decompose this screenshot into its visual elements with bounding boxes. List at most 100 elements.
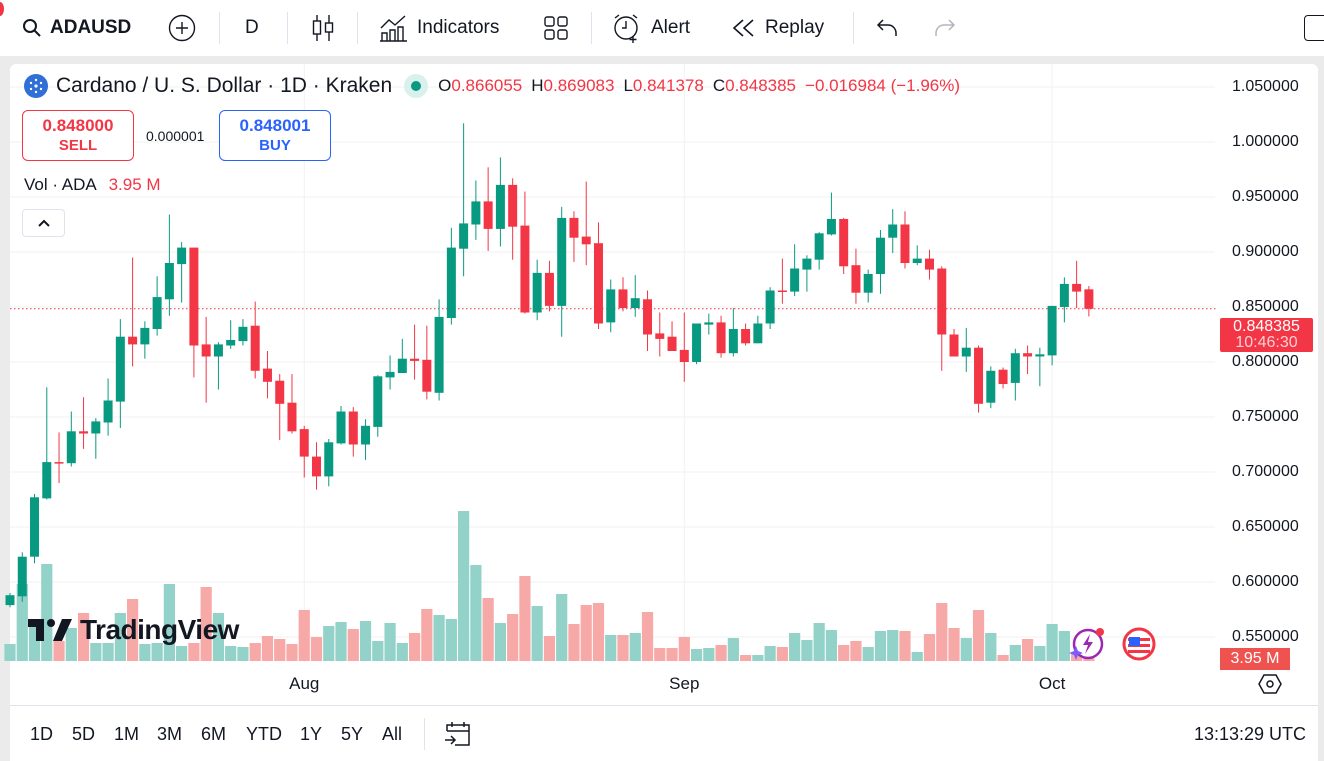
- candle-body: [495, 184, 505, 229]
- range-3m[interactable]: 3M: [157, 724, 183, 744]
- candle-body: [925, 258, 934, 270]
- high-label: H: [531, 76, 544, 95]
- chart-type-button[interactable]: [311, 0, 335, 56]
- compare-symbol-button[interactable]: [168, 0, 196, 56]
- candle-body: [716, 322, 726, 354]
- volume-bar: [212, 613, 225, 661]
- range-5y[interactable]: 5Y: [341, 724, 364, 744]
- open-value: 0.866055: [451, 76, 523, 95]
- undo-button[interactable]: [876, 0, 900, 56]
- volume-bar: [176, 646, 188, 661]
- volume-bar: [408, 633, 421, 661]
- range-1m[interactable]: 1M: [114, 724, 140, 744]
- indicators-label: Indicators: [417, 17, 500, 38]
- volume-bar: [421, 609, 433, 661]
- candle-body: [790, 268, 800, 292]
- volume-bar: [752, 655, 764, 661]
- candle-body: [949, 334, 959, 357]
- candle-body: [544, 272, 554, 306]
- volume-bar: [1046, 624, 1058, 661]
- volume-bar: [727, 638, 739, 661]
- volume-bar: [445, 619, 457, 661]
- interval-button[interactable]: D: [245, 0, 259, 56]
- lightning-sparkle-icon: [1069, 628, 1104, 660]
- candle-body: [483, 201, 493, 229]
- indicators-icon: [380, 15, 407, 42]
- alert-button[interactable]: Alert: [611, 0, 690, 56]
- current-price: 0.848385: [1233, 318, 1300, 335]
- range-all[interactable]: All: [382, 724, 403, 744]
- range-5d[interactable]: 5D: [72, 724, 96, 744]
- candle-body: [532, 272, 542, 313]
- candle-body: [361, 425, 371, 445]
- us-flag-icon: [1122, 627, 1156, 661]
- chart-settings-button[interactable]: [1258, 673, 1282, 700]
- close-label: C: [712, 76, 726, 95]
- volume-bar: [396, 643, 408, 661]
- volume-bar: [261, 636, 274, 661]
- volume-bar: [310, 637, 323, 661]
- volume-bar: [862, 647, 874, 661]
- price-tick-label: 0.650000: [1232, 518, 1299, 535]
- candle-body: [103, 400, 113, 423]
- collapse-legend-button[interactable]: [22, 209, 65, 237]
- candle-body: [262, 368, 272, 382]
- volume-bar: [874, 631, 887, 661]
- symbol-search-button[interactable]: ADAUSD: [22, 0, 131, 56]
- candle-body: [667, 336, 677, 351]
- range-1y[interactable]: 1Y: [300, 724, 323, 744]
- us-flag-button[interactable]: [1122, 627, 1156, 666]
- price-tick-label: 0.550000: [1232, 628, 1299, 645]
- candle-body: [777, 290, 787, 292]
- fullscreen-button[interactable]: [1304, 15, 1324, 41]
- candle-body: [655, 333, 665, 339]
- candle-body: [177, 247, 187, 265]
- volume-bar: [323, 626, 335, 661]
- utc-clock[interactable]: 13:13:29 UTC: [1193, 724, 1306, 744]
- candle-body: [704, 322, 714, 325]
- candle-body: [912, 258, 922, 263]
- open-label: O: [438, 76, 452, 95]
- volume-bar: [163, 584, 175, 661]
- indicators-button[interactable]: Indicators: [379, 0, 499, 56]
- volume-badge: 3.95 M: [1220, 648, 1290, 670]
- volume-bar: [53, 641, 65, 661]
- cardano-logo-icon: [24, 74, 48, 98]
- volume-bar: [433, 615, 445, 661]
- symbol-title[interactable]: Cardano / U. S. Dollar · 1D · Kraken: [56, 74, 393, 97]
- tradingview-watermark: TradingView: [26, 614, 239, 646]
- volume-bar: [813, 623, 825, 661]
- candle-body: [201, 344, 211, 357]
- candle-body: [606, 289, 616, 323]
- candle-body: [30, 497, 40, 557]
- price-tick-label: 0.800000: [1232, 353, 1299, 370]
- volume-bar: [985, 633, 997, 661]
- candle-body: [961, 347, 971, 357]
- range-1d[interactable]: 1D: [30, 724, 54, 744]
- search-icon: [23, 19, 41, 37]
- volume-bar: [666, 648, 678, 661]
- candle-body: [814, 233, 824, 260]
- buy-button[interactable]: 0.848001 BUY: [219, 110, 331, 161]
- ai-assistant-button[interactable]: [1068, 626, 1108, 667]
- volume-bar: [188, 643, 200, 661]
- volume-bar: [911, 652, 923, 661]
- candle-body: [888, 224, 898, 238]
- plus-circle-icon: [168, 14, 196, 42]
- candle-body: [1047, 305, 1057, 356]
- layouts-button[interactable]: [543, 0, 569, 56]
- volume-bar: [801, 640, 813, 661]
- replay-button[interactable]: Replay: [731, 0, 824, 56]
- rewind-icon: [732, 19, 754, 37]
- volume-bar: [286, 644, 298, 661]
- redo-button[interactable]: [932, 0, 956, 56]
- sell-price: 0.848000: [42, 116, 114, 135]
- range-6m[interactable]: 6M: [201, 724, 227, 744]
- sell-button[interactable]: 0.848000 SELL: [22, 110, 134, 161]
- candle-body: [520, 225, 530, 313]
- candle-body: [1035, 354, 1045, 357]
- go-to-date-button[interactable]: [443, 719, 473, 754]
- range-ytd[interactable]: YTD: [246, 724, 282, 744]
- price-tick-label: 1.000000: [1232, 133, 1299, 150]
